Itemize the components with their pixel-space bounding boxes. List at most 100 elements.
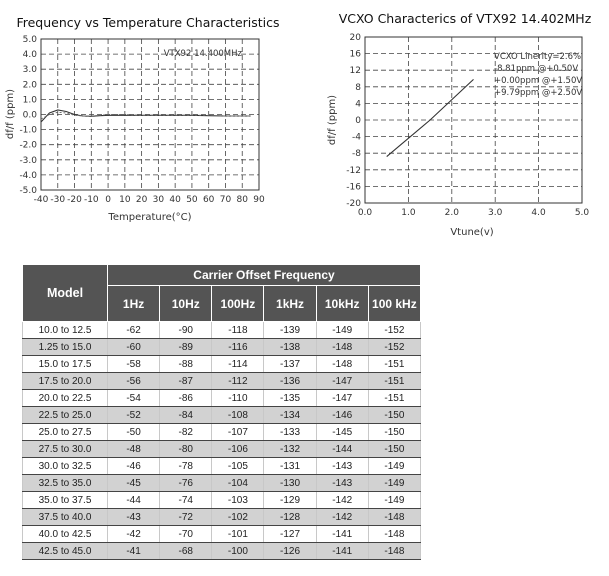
chart1-xtick-label: 90 bbox=[253, 195, 265, 205]
chart2-series-1-line bbox=[386, 78, 474, 158]
chart2-xlabel: Vtune(v) bbox=[450, 227, 493, 238]
frequency-temperature-chart: Frequency vs Temperature Characteristics… bbox=[5, 15, 280, 223]
model-cell: 37.5 to 40.0 bbox=[22, 508, 108, 526]
chart1-ytick-label: -5.0 bbox=[19, 186, 37, 196]
value-cell: -130 bbox=[263, 474, 317, 492]
value-cell: -86 bbox=[159, 389, 213, 407]
chart1-xlabel: Temperature(°C) bbox=[107, 212, 191, 223]
value-cell: -149 bbox=[315, 321, 369, 339]
value-cell: -87 bbox=[159, 372, 213, 390]
chart1-ytick-label: -4.0 bbox=[19, 171, 37, 181]
model-cell: 25.0 to 27.5 bbox=[22, 423, 108, 441]
chart1-ytick-label: 4.0 bbox=[23, 50, 38, 60]
column-header: 10kHz bbox=[315, 285, 369, 322]
value-cell: -76 bbox=[159, 474, 213, 492]
value-cell: -149 bbox=[367, 491, 422, 509]
value-cell: -52 bbox=[106, 406, 161, 424]
model-cell: 22.5 to 25.0 bbox=[22, 406, 108, 424]
chart2-xtick-label: 3.0 bbox=[488, 208, 503, 218]
table-row: 35.0 to 37.5 -44 -74 -103 -129 -142 -149 bbox=[22, 491, 422, 509]
chart2-ylabel: df/f (ppm) bbox=[327, 95, 338, 145]
value-cell: -129 bbox=[263, 491, 317, 509]
value-cell: -147 bbox=[315, 372, 369, 390]
value-cell: -137 bbox=[263, 355, 317, 373]
model-cell: 27.5 to 30.0 bbox=[22, 440, 108, 458]
value-cell: -68 bbox=[159, 542, 213, 560]
chart1-frame bbox=[40, 38, 260, 191]
value-cell: -147 bbox=[315, 389, 369, 407]
value-cell: -103 bbox=[211, 491, 265, 509]
value-cell: -74 bbox=[159, 491, 213, 509]
table-row: 22.5 to 25.0 -52 -84 -108 -134 -146 -150 bbox=[22, 406, 422, 424]
value-cell: -148 bbox=[367, 542, 422, 560]
value-cell: -41 bbox=[106, 542, 161, 560]
carrier-offset-header: Carrier Offset Frequency bbox=[107, 264, 421, 286]
model-header: Model bbox=[22, 264, 108, 322]
model-cell: 20.0 to 22.5 bbox=[22, 389, 108, 407]
value-cell: -149 bbox=[367, 474, 422, 492]
chart1-ytick-label: -3.0 bbox=[19, 156, 37, 166]
chart1-xtick-label: -20 bbox=[67, 195, 82, 205]
value-cell: -116 bbox=[211, 338, 265, 356]
chart1-ytick-label: 5.0 bbox=[23, 35, 38, 45]
chart2-xtick-label: 2.0 bbox=[445, 208, 460, 218]
chart1-xtick-label: 10 bbox=[119, 195, 131, 205]
chart2-ytick-label: 4 bbox=[355, 99, 361, 109]
value-cell: -110 bbox=[211, 389, 265, 407]
chart1-ylabel: df/f (ppm) bbox=[5, 89, 16, 139]
table-row: 25.0 to 27.5 -50 -82 -107 -133 -145 -150 bbox=[22, 423, 422, 441]
value-cell: -101 bbox=[211, 525, 265, 543]
value-cell: -118 bbox=[211, 321, 265, 339]
table-row: 30.0 to 32.5 -46 -78 -105 -131 -143 -149 bbox=[22, 457, 422, 475]
model-cell: 32.5 to 35.0 bbox=[22, 474, 108, 492]
table-row: 37.5 to 40.0 -43 -72 -102 -128 -142 -148 bbox=[22, 508, 422, 526]
chart1-ytick-label: -2.0 bbox=[19, 141, 37, 151]
chart1-series-2-line bbox=[40, 111, 251, 120]
value-cell: -151 bbox=[367, 372, 422, 390]
chart1-xtick-label: 70 bbox=[220, 195, 232, 205]
value-cell: -70 bbox=[159, 525, 213, 543]
value-cell: -89 bbox=[159, 338, 213, 356]
value-cell: -149 bbox=[367, 457, 422, 475]
value-cell: -145 bbox=[315, 423, 369, 441]
value-cell: -146 bbox=[315, 406, 369, 424]
value-cell: -141 bbox=[315, 542, 369, 560]
value-cell: -152 bbox=[367, 338, 422, 356]
value-cell: -151 bbox=[367, 355, 422, 373]
model-cell: 30.0 to 32.5 bbox=[22, 457, 108, 475]
value-cell: -133 bbox=[263, 423, 317, 441]
column-header: 100 kHz bbox=[367, 285, 422, 322]
vcxo-chart: VCXO Characterics of VTX92 14.402MHz VCX… bbox=[327, 11, 592, 238]
value-cell: -112 bbox=[211, 372, 265, 390]
model-cell: 17.5 to 20.0 bbox=[22, 372, 108, 390]
chart2-xtick-label: 5.0 bbox=[575, 208, 590, 218]
chart2-ytick-label: 8 bbox=[355, 83, 361, 93]
chart2-annotation-4: +9.79ppm @+2.50V bbox=[494, 88, 582, 98]
value-cell: -148 bbox=[367, 525, 422, 543]
value-cell: -134 bbox=[263, 406, 317, 424]
chart2-ytick-label: 0 bbox=[355, 116, 361, 126]
chart1-ytick-label: 1.0 bbox=[23, 95, 38, 105]
value-cell: -132 bbox=[263, 440, 317, 458]
chart2-ytick-label: -20 bbox=[346, 199, 361, 209]
table-row: 15.0 to 17.5 -58 -88 -114 -137 -148 -151 bbox=[22, 355, 422, 373]
value-cell: -142 bbox=[315, 491, 369, 509]
value-cell: -42 bbox=[106, 525, 161, 543]
value-cell: -108 bbox=[211, 406, 265, 424]
model-cell: 10.0 to 12.5 bbox=[22, 321, 108, 339]
chart2-ytick-label: 20 bbox=[350, 33, 362, 43]
chart1-ytick-label: -1.0 bbox=[19, 126, 37, 136]
chart2-frame bbox=[364, 36, 583, 204]
carrier-offset-table: Model Carrier Offset Frequency 1Hz 10Hz 10… bbox=[22, 264, 422, 560]
value-cell: -50 bbox=[106, 423, 161, 441]
table-row: 17.5 to 20.0 -56 -87 -112 -136 -147 -151 bbox=[22, 372, 422, 390]
value-cell: -60 bbox=[106, 338, 161, 356]
value-cell: -131 bbox=[263, 457, 317, 475]
value-cell: -126 bbox=[263, 542, 317, 560]
chart2-xtick-label: 4.0 bbox=[531, 208, 546, 218]
value-cell: -148 bbox=[315, 338, 369, 356]
chart1-xtick-label: 0 bbox=[105, 195, 111, 205]
chart1-xtick-label: 30 bbox=[153, 195, 165, 205]
value-cell: -143 bbox=[315, 474, 369, 492]
chart1-xtick-label: -40 bbox=[34, 195, 49, 205]
